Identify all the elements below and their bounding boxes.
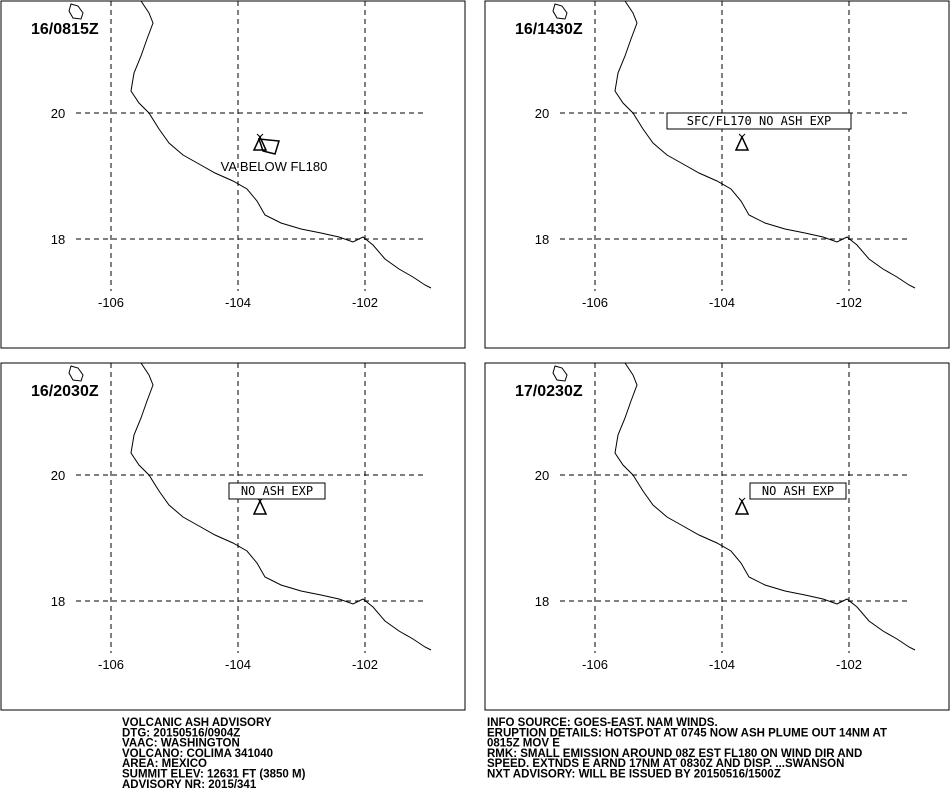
advisory-line: 0815Z MOV E <box>487 738 560 750</box>
annotation-box <box>749 482 847 500</box>
advisory-line: VOLCANIC ASH ADVISORY <box>122 717 272 729</box>
panel-border <box>0 0 466 349</box>
ash-annotation: VA BELOW FL180 <box>221 159 328 174</box>
valid-time: 16/1430Z <box>515 21 583 38</box>
volcano-icon <box>734 135 750 151</box>
valid-time: 16/2030Z <box>31 383 99 400</box>
map-panel: -106 -104 -102 20 18 16/1430Z SFC/FL170 NO ASH… <box>484 0 950 349</box>
annotation-box <box>228 482 326 500</box>
advisory-line: VAAC: WASHINGTON <box>122 738 240 750</box>
lat-label: 20 <box>51 468 65 483</box>
advisory-line: NXT ADVISORY: WILL BE ISSUED BY 20150516… <box>487 769 781 781</box>
lat-label: 18 <box>51 594 65 609</box>
volcano-plume <box>738 133 746 138</box>
annotation-box <box>666 112 852 130</box>
coastline <box>130 0 432 289</box>
advisory-line: DTG: 20150516/0904Z <box>122 727 240 739</box>
lon-label: -104 <box>225 657 251 672</box>
advisory-line: AREA: MEXICO <box>122 758 207 770</box>
island <box>552 365 568 382</box>
panel-border <box>484 0 950 349</box>
lat-label: 20 <box>535 468 549 483</box>
ash-area <box>257 138 280 155</box>
lon-label: -102 <box>836 657 862 672</box>
lon-label: -102 <box>352 295 378 310</box>
volcano-icon <box>252 499 268 515</box>
map-panel: -106 -104 -102 20 18 16/0815Z VA BELOW FL180 <box>0 0 466 349</box>
lon-label: -102 <box>836 295 862 310</box>
advisory-line: ADVISORY NR: 2015/341 <box>122 779 257 791</box>
coastline <box>614 362 916 651</box>
lat-label: 18 <box>535 232 549 247</box>
lon-label: -106 <box>98 657 124 672</box>
advisory-line: RMK: SMALL EMISSION AROUND 08Z EST FL180… <box>487 748 862 760</box>
advisory-line: VOLCANO: COLIMA 341040 <box>122 748 273 760</box>
ash-annotation: SFC/FL170 NO ASH EXP <box>687 114 832 128</box>
valid-time: 17/0230Z <box>515 383 583 400</box>
ash-annotation: NO ASH EXP <box>762 484 834 498</box>
island <box>68 365 84 382</box>
lon-label: -104 <box>709 295 735 310</box>
volcano-plume <box>256 133 264 138</box>
panel-border <box>0 362 466 711</box>
island <box>68 3 84 20</box>
panel-border <box>484 362 950 711</box>
lon-label: -106 <box>582 657 608 672</box>
advisory-line: ERUPTION DETAILS: HOTSPOT AT 0745 NOW AS… <box>487 727 887 739</box>
lon-label: -102 <box>352 657 378 672</box>
lat-label: 18 <box>51 232 65 247</box>
map-panel: -106 -104 -102 20 18 16/2030Z NO ASH EXP <box>0 362 466 711</box>
lon-label: -106 <box>582 295 608 310</box>
volcano-plume <box>738 497 746 502</box>
coastline <box>614 0 916 289</box>
advisory-line: SUMMIT ELEV: 12631 FT (3850 M) <box>122 769 306 781</box>
advisory-line: SPEED. EXTNDS E ARND 17NM AT 0830Z AND D… <box>487 758 844 770</box>
valid-time: 16/0815Z <box>31 21 99 38</box>
volcano-icon <box>734 499 750 515</box>
island <box>552 3 568 20</box>
coastline <box>130 362 432 651</box>
volcano-icon <box>252 135 268 151</box>
lat-label: 20 <box>535 106 549 121</box>
lat-label: 20 <box>51 106 65 121</box>
ash-annotation: NO ASH EXP <box>241 484 313 498</box>
map-panel: -106 -104 -102 20 18 17/0230Z NO ASH EXP <box>484 362 950 711</box>
lon-label: -104 <box>709 657 735 672</box>
lon-label: -104 <box>225 295 251 310</box>
advisory-line: INFO SOURCE: GOES-EAST. NAM WINDS. <box>487 717 718 729</box>
lon-label: -106 <box>98 295 124 310</box>
lat-label: 18 <box>535 594 549 609</box>
